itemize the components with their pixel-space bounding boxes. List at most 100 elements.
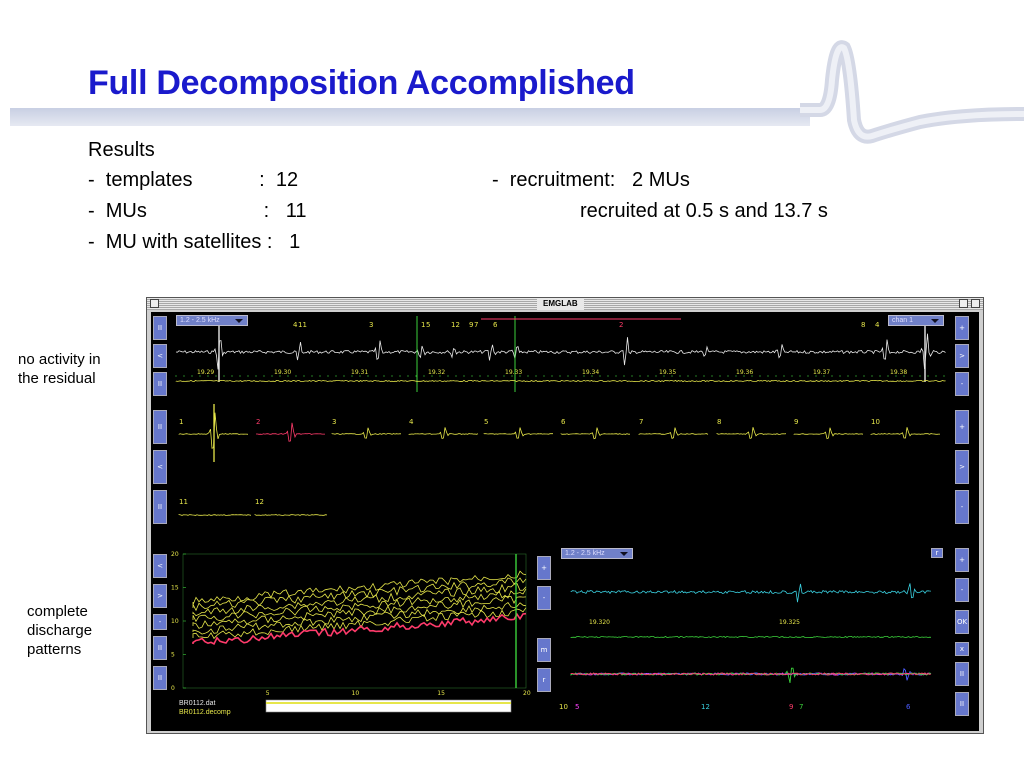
right-top-button-1[interactable]: +	[955, 316, 969, 340]
zoom-filter-dropdown[interactable]: 1.2 - 2.5 kHz	[561, 548, 633, 559]
template-waveform	[793, 427, 864, 440]
reset-zoom-button[interactable]: r	[931, 548, 943, 558]
mid-minus-button[interactable]: -	[537, 586, 551, 610]
left-top-button-1[interactable]: II	[153, 316, 167, 340]
zoom-unit-trace	[570, 667, 931, 681]
emglab-window: EMGLAB 4 11 3 1 5 12 9 7 6 2 8 4 19.29 19.30 19.31 19.3…	[146, 297, 984, 734]
rate-ytick: 10	[171, 618, 179, 625]
unit-label-top: 6	[493, 321, 498, 329]
zoom-emg-trace	[570, 583, 932, 603]
template-waveform	[178, 412, 249, 449]
left-top-button-2[interactable]: <	[153, 344, 167, 368]
close-box-icon[interactable]	[150, 299, 159, 308]
mid-m-button[interactable]: m	[537, 638, 551, 662]
discharge-rate-curve	[192, 595, 527, 629]
left-bottom-button-2[interactable]: >	[153, 584, 167, 608]
rate-xtick: 5	[266, 690, 270, 697]
right-top-button-2[interactable]: >	[955, 344, 969, 368]
cancel-x-button[interactable]: x	[955, 642, 969, 656]
discharge-rate-curve	[192, 570, 527, 605]
unit-label-top: 7	[474, 321, 478, 329]
rate-xtick: 15	[437, 690, 445, 697]
template-waveform	[638, 427, 709, 439]
right-bottom-button-1[interactable]: +	[955, 548, 969, 572]
residual-note-line: the residual	[18, 370, 96, 387]
template-waveform	[483, 427, 553, 439]
left-bottom-button-4[interactable]: II	[153, 636, 167, 660]
template-label: 7	[639, 418, 643, 426]
right-mid-button-3[interactable]: -	[955, 490, 969, 524]
template-label: 5	[484, 418, 488, 426]
zoom-residual-trace	[570, 635, 932, 639]
left-mid-button-3[interactable]: II	[153, 490, 167, 524]
right-mid-button-2[interactable]: >	[955, 450, 969, 484]
time-scroll-bar	[265, 699, 512, 713]
left-bottom-button-5[interactable]: II	[153, 666, 167, 690]
ok-button[interactable]: OK	[955, 610, 969, 634]
unit-label-top: 12	[451, 321, 460, 329]
residual-trace	[175, 379, 946, 383]
recruitment-line: - recruitment: 2 MUs	[492, 169, 690, 191]
top-filter-value: 1.2 - 2.5 kHz	[180, 317, 220, 324]
channel-value: chan 1	[892, 317, 914, 324]
right-bottom-button-6[interactable]: II	[955, 692, 969, 716]
template-waveform	[408, 427, 479, 440]
left-bottom-button-1[interactable]: <	[153, 554, 167, 578]
template-label: 6	[561, 418, 566, 426]
right-top-button-3[interactable]: -	[955, 372, 969, 396]
plot-canvas: 4 11 3 1 5 12 9 7 6 2 8 4 19.29 19.30 19.31 19.32 19.33 1…	[151, 312, 979, 731]
top-filter-dropdown[interactable]: 1.2 - 2.5 kHz	[176, 315, 248, 326]
mid-r-button[interactable]: r	[537, 668, 551, 692]
time-tick-label: 19.34	[582, 369, 599, 376]
rate-ytick: 15	[171, 585, 179, 592]
rate-ytick: 0	[171, 685, 175, 692]
rate-xtick: 10	[352, 690, 360, 697]
rate-ytick: 5	[171, 652, 175, 659]
zoom-time-label: 19.320	[589, 619, 610, 626]
templates-line: - templates : 12	[88, 169, 299, 191]
discharge-rate-curve	[192, 588, 527, 623]
right-mid-button-1[interactable]: +	[955, 410, 969, 444]
dropdown-arrow-icon	[620, 552, 628, 556]
right-bottom-button-5[interactable]: II	[955, 662, 969, 686]
collapse-box-icon[interactable]	[971, 299, 980, 308]
template-label: 10	[871, 418, 880, 426]
time-tick-label: 19.30	[274, 369, 291, 376]
discharge-note-line: discharge	[27, 622, 93, 639]
zoom-box-icon[interactable]	[959, 299, 968, 308]
unit-label-top: 8	[861, 321, 865, 329]
time-tick-label: 19.35	[659, 369, 676, 376]
left-top-button-3[interactable]: II	[153, 372, 167, 396]
template-label: 3	[332, 418, 336, 426]
channel-dropdown[interactable]: chan 1	[888, 315, 944, 326]
zoom-time-label: 19.325	[779, 619, 800, 626]
unit-label-top: 2	[619, 321, 623, 329]
left-mid-button-1[interactable]: II	[153, 410, 167, 444]
rate-ytick: 20	[171, 551, 179, 558]
discharge-note-line: complete	[27, 603, 88, 620]
template-label: 4	[409, 418, 414, 426]
left-bottom-button-3[interactable]: -	[153, 614, 167, 630]
window-title: EMGLAB	[537, 298, 584, 310]
unit-label-top: 3	[369, 321, 373, 329]
template-waveform	[870, 427, 940, 439]
dropdown-arrow-icon	[235, 319, 243, 323]
zoom-unit-trace	[570, 672, 932, 676]
template-waveform	[331, 427, 401, 439]
right-bottom-button-2[interactable]: -	[955, 578, 969, 602]
discharge-rate-curve	[192, 583, 527, 617]
mid-plus-button[interactable]: +	[537, 556, 551, 580]
template-label: 11	[179, 498, 188, 506]
template-label: 9	[794, 418, 798, 426]
dropdown-arrow-icon	[931, 319, 939, 323]
raw-emg-trace	[175, 333, 946, 370]
template-waveform	[256, 422, 325, 442]
discharge-rate-curve	[192, 602, 527, 635]
discharge-rate-curve	[192, 607, 527, 640]
zoom-unit-label: 7	[799, 703, 803, 711]
zoom-unit-label: 9	[789, 703, 793, 711]
time-tick-label: 19.31	[351, 369, 368, 376]
left-mid-button-2[interactable]: <	[153, 450, 167, 484]
emg-wave-logo	[800, 40, 1024, 144]
title-rule	[10, 108, 810, 126]
